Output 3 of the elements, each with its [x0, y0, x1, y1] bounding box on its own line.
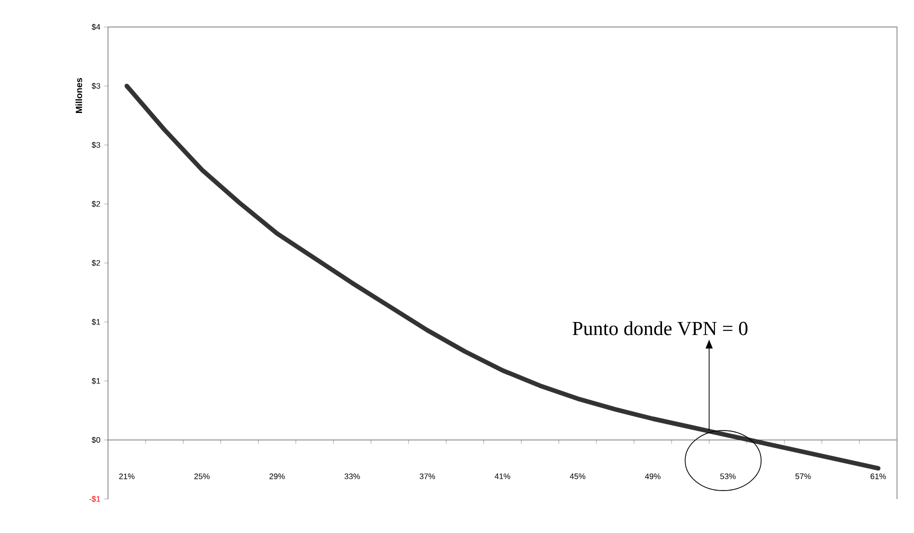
- y-axis-title: Millones: [76, 78, 82, 113]
- annotation: Punto donde VPN = 0: [572, 321, 748, 336]
- line-series: [124, 84, 880, 471]
